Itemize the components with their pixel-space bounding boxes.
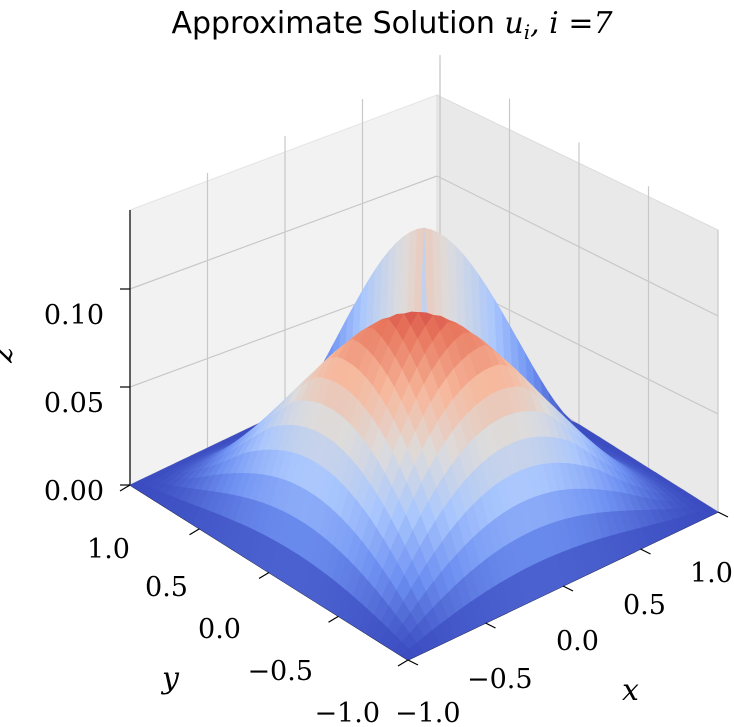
x-axis-label: x	[622, 673, 639, 708]
z-tick-label: 0.00	[44, 476, 104, 507]
tick-mark	[485, 622, 496, 629]
wall-grid-line	[129, 175, 438, 290]
tick-mark	[258, 571, 270, 580]
surface	[129, 227, 719, 661]
tick-mark	[717, 511, 729, 518]
z-tick-label: 0.05	[44, 388, 104, 419]
tick-mark	[328, 615, 339, 623]
x-tick-label: 0.0	[556, 626, 599, 657]
x-tick-label: 1.0	[690, 558, 733, 589]
tick-mark	[640, 548, 651, 555]
z-axis-label: z	[0, 347, 20, 364]
y-tick-label: −1.0	[314, 698, 380, 727]
y-tick-label: −0.5	[247, 656, 313, 687]
tick-mark	[119, 484, 131, 492]
tick-mark	[407, 659, 419, 666]
tick-marks	[119, 288, 729, 667]
y-axis-label: y	[160, 661, 180, 696]
z-tick-label: 0.10	[44, 300, 104, 331]
surface-patch	[400, 648, 417, 661]
tick-mark	[397, 659, 409, 667]
y-tick-label: 0.5	[145, 572, 188, 603]
tick-mark	[562, 585, 574, 592]
x-tick-label: −1.0	[395, 698, 461, 727]
y-tick-label: 1.0	[87, 534, 130, 565]
chart-title: Approximate Solution ui, i =7	[171, 6, 613, 44]
y-tick-label: 0.0	[198, 614, 241, 645]
wall-grid-line	[436, 175, 719, 317]
x-tick-label: 0.5	[623, 590, 666, 621]
tick-mark	[189, 528, 200, 536]
x-tick-label: −0.5	[467, 664, 533, 695]
